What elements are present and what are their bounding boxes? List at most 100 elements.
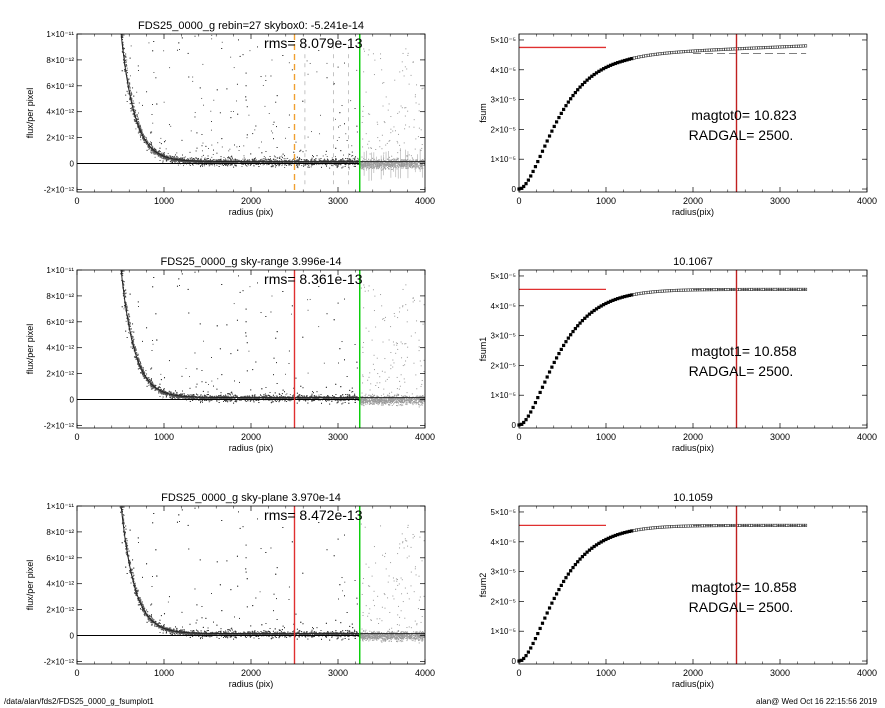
data-point xyxy=(230,117,232,119)
data-point xyxy=(301,165,303,167)
profile-point xyxy=(198,159,200,161)
outer-point xyxy=(381,163,383,165)
profile-point xyxy=(176,159,178,161)
data-point xyxy=(220,158,222,160)
data-point xyxy=(301,159,303,160)
outer-point xyxy=(406,164,408,166)
data-point xyxy=(195,150,197,152)
outer-point xyxy=(368,147,370,149)
outer-point xyxy=(390,132,392,134)
outer-point xyxy=(370,147,372,149)
profile-point xyxy=(330,162,332,164)
profile-point xyxy=(287,160,289,162)
fsum-point xyxy=(792,44,796,48)
data-point xyxy=(211,159,213,161)
outer-point xyxy=(411,167,413,169)
data-point xyxy=(187,158,189,160)
data-point xyxy=(145,136,147,138)
outer-point xyxy=(398,164,400,166)
outer-point xyxy=(388,158,390,160)
fsum-point xyxy=(752,46,756,50)
data-point xyxy=(316,71,318,73)
profile-point xyxy=(295,159,297,162)
outer-point xyxy=(413,165,415,167)
data-point xyxy=(276,157,278,158)
outer-point xyxy=(381,167,383,169)
data-point xyxy=(184,156,186,158)
profile-point xyxy=(182,161,184,163)
profile-point xyxy=(158,154,160,156)
data-point xyxy=(310,166,312,168)
data-point xyxy=(233,159,235,161)
y-tick-label: 1×10⁻¹¹ xyxy=(46,30,74,39)
data-point xyxy=(271,165,273,167)
outer-point xyxy=(391,161,393,163)
data-point xyxy=(155,77,157,79)
data-point xyxy=(133,113,135,115)
profile-point xyxy=(242,161,244,163)
outer-point xyxy=(405,107,407,109)
profile-point xyxy=(127,79,129,81)
profile-point xyxy=(153,148,156,150)
profile-point xyxy=(131,102,134,105)
data-point xyxy=(159,147,161,149)
data-point xyxy=(243,157,245,159)
fsum-point xyxy=(724,47,728,51)
profile-point xyxy=(250,161,253,163)
profile-point xyxy=(291,160,293,162)
outer-point xyxy=(367,163,369,165)
data-point xyxy=(326,62,328,64)
data-point xyxy=(336,159,337,161)
profile-point xyxy=(161,157,163,159)
data-point xyxy=(198,158,200,159)
data-point xyxy=(128,30,129,31)
profile-point xyxy=(118,14,119,15)
data-point xyxy=(350,158,352,160)
outer-point xyxy=(407,167,409,169)
data-point xyxy=(347,159,349,161)
profile-point xyxy=(186,161,188,163)
data-point xyxy=(238,39,239,41)
outer-point xyxy=(402,70,404,72)
outer-point xyxy=(410,162,412,164)
outer-point xyxy=(389,164,391,166)
outer-point xyxy=(369,165,371,167)
outer-point xyxy=(406,165,408,167)
data-point xyxy=(334,160,336,162)
fsum-point xyxy=(698,49,702,53)
data-point xyxy=(184,159,186,161)
data-point xyxy=(144,141,146,143)
data-point xyxy=(245,96,247,98)
data-point xyxy=(340,164,342,166)
data-point xyxy=(211,164,213,166)
data-point xyxy=(265,159,267,161)
data-point xyxy=(302,151,304,153)
profile-point xyxy=(151,146,154,149)
data-point xyxy=(180,157,182,159)
fsum-point xyxy=(710,48,714,52)
outer-point xyxy=(376,121,378,123)
outer-point xyxy=(363,48,365,50)
profile-point xyxy=(227,161,230,164)
fsum-point xyxy=(754,46,758,50)
data-point xyxy=(297,167,299,169)
data-point xyxy=(205,159,207,161)
data-point xyxy=(219,159,221,160)
data-point xyxy=(128,30,129,31)
profile-point xyxy=(319,161,321,164)
profile-point xyxy=(142,133,144,136)
data-point xyxy=(154,153,156,155)
outer-point xyxy=(410,165,412,167)
profile-point xyxy=(217,159,219,161)
data-point xyxy=(225,158,226,160)
data-point xyxy=(310,159,312,161)
fsum-point xyxy=(703,48,707,52)
outer-point xyxy=(376,160,378,162)
data-point xyxy=(307,73,309,75)
profile-point xyxy=(174,159,176,161)
outer-point xyxy=(381,169,383,171)
outer-point xyxy=(373,162,375,164)
data-point xyxy=(356,163,358,165)
outer-point xyxy=(401,163,403,165)
